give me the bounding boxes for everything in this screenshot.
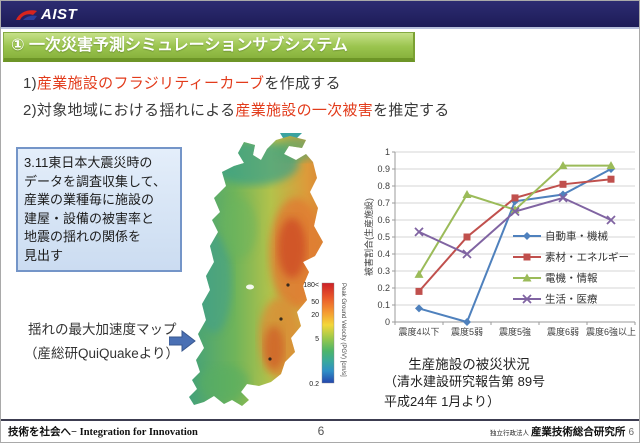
map-colorbar: 180< 50 20 5 0.2 Peak Ground Velocity (P…	[303, 282, 346, 388]
footer-page-number-right: 6	[628, 427, 634, 438]
colorbar-label-20: 20	[311, 312, 319, 319]
aist-logo: AIST	[14, 6, 77, 23]
goal-2-prefix: 2)対象地域における揺れによる	[23, 102, 236, 119]
svg-text:1: 1	[385, 147, 390, 157]
map-caption-line1: 揺れの最大加速度マップ	[28, 322, 177, 337]
goal-2-highlight: 産業施設の一次被害	[235, 102, 374, 119]
colorbar-label-180: 180<	[303, 282, 319, 289]
map-land-shape	[189, 136, 323, 406]
svg-text:0.9: 0.9	[377, 164, 390, 174]
map-caption-line2: （産総研QuiQuakeより）	[24, 346, 180, 361]
colorbar-label-5: 5	[315, 336, 319, 343]
svg-text:0.1: 0.1	[377, 300, 390, 310]
info-box: 3.11東日本大震災時の データを調査収集して、 産業の業種毎に施設の 建屋・設…	[16, 147, 182, 272]
svg-text:0.4: 0.4	[377, 249, 390, 259]
svg-text:0.6: 0.6	[377, 215, 390, 225]
goal-line-2: 2)対象地域における揺れによる産業施設の一次被害を推定する	[23, 99, 450, 120]
svg-text:震度4以下: 震度4以下	[398, 326, 439, 337]
goal-1-prefix: 1)	[23, 75, 37, 92]
svg-text:電機・情報: 電機・情報	[545, 272, 598, 285]
colorbar-title: Peak Ground Velocity (PGV) [cm/s]	[340, 283, 346, 377]
footer-page-number: 6	[317, 424, 325, 438]
damage-chart: 0 0.1 0.2 0.3 0.4 0.5 0.6 0.7 0.8 0.9 1 震度4以下 震度5弱 震度…	[363, 139, 639, 351]
slide-title-bar: ① 一次災害予測シミュレーションサブシステム	[3, 32, 415, 62]
map-point-marker	[268, 357, 272, 361]
aist-logo-text: AIST	[41, 6, 78, 23]
svg-text:0.2: 0.2	[377, 283, 390, 293]
aist-swoosh-icon	[16, 9, 37, 20]
svg-text:0.5: 0.5	[377, 232, 390, 242]
svg-text:素材・エネルギー: 素材・エネルギー	[545, 251, 629, 264]
footer-org-prefix: 独立行政法人	[489, 430, 529, 437]
chart-source-citation: （清水建設研究報告第 89号 平成24年 1月より）	[384, 374, 546, 409]
svg-text:震度6強以上: 震度6強以上	[586, 326, 636, 337]
footer-organization: 独立行政法人 産業技術総合研究所 6	[490, 424, 634, 439]
svg-text:震度6弱: 震度6弱	[547, 326, 579, 337]
svg-text:震度5弱: 震度5弱	[451, 326, 483, 337]
goal-1-highlight: 産業施設のフラジリティーカーブ	[36, 75, 265, 92]
chart-caption: 生産施設の被災状況	[408, 357, 530, 372]
svg-text:0.7: 0.7	[377, 198, 390, 208]
svg-text:自動車・機械: 自動車・機械	[545, 230, 608, 243]
svg-text:生活・医療: 生活・医療	[545, 293, 598, 306]
goal-2-suffix: を推定する	[373, 102, 450, 119]
colorbar-label-50: 50	[311, 299, 319, 306]
colorbar-label-0.2: 0.2	[309, 381, 319, 388]
slide-title: ① 一次災害予測シミュレーションサブシステム	[11, 37, 348, 54]
svg-text:0.8: 0.8	[377, 181, 390, 191]
footer-slogan: 技術を社会へ− Integration for Innovation	[8, 427, 198, 438]
svg-text:0.3: 0.3	[377, 266, 390, 276]
aist-header-bar: AIST	[1, 1, 639, 29]
map-point-marker	[279, 317, 283, 321]
shake-map-figure: 180< 50 20 5 0.2 Peak Ground Velocity (P…	[189, 133, 346, 406]
map-point-marker	[286, 283, 290, 287]
footer-org-name: 産業技術総合研究所	[530, 426, 626, 438]
goal-1-suffix: を作成する	[264, 75, 341, 92]
svg-text:被害割合(生産施設): 被害割合(生産施設)	[363, 198, 374, 276]
svg-text:0: 0	[385, 317, 390, 327]
goal-line-1: 1)産業施設のフラジリティーカーブを作成する	[23, 72, 341, 93]
svg-text:震度5強: 震度5強	[499, 326, 531, 337]
slide-footer: 技術を社会へ− Integration for Innovation 6 独立行…	[1, 419, 639, 442]
arrow-right-icon	[169, 330, 196, 352]
